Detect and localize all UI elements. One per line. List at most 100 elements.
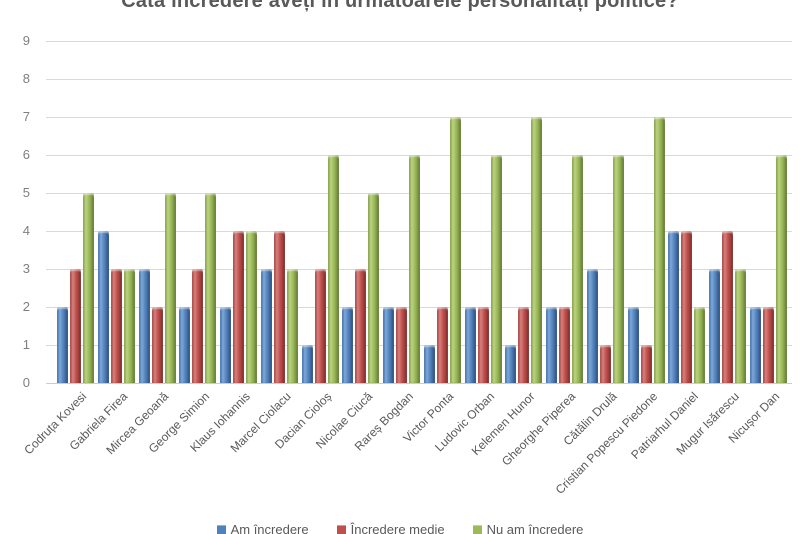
- bar-series-2: [327, 155, 339, 383]
- bar-series-2: [653, 117, 665, 383]
- legend-item: Nu am încredere: [472, 522, 584, 534]
- bar-series-2: [246, 231, 257, 383]
- bar-series-0: [383, 307, 394, 383]
- bars-layer: Codruța Kovesi Gabriela Firea Mircea Geoan…: [22, 41, 792, 497]
- y-axis-label: 5: [22, 185, 30, 200]
- chart-title: Câtă încredere aveți în următoarele pers…: [121, 0, 679, 12]
- bar-series-1: [355, 269, 367, 383]
- bar-series-0: [179, 307, 191, 383]
- bar-group: Kelemen Hunor: [469, 41, 543, 458]
- y-axis-label: 1: [22, 337, 30, 352]
- legend-marker-series-1: [336, 525, 346, 534]
- bar-group: Cătălin Drulă: [560, 41, 624, 448]
- legend-marker-series-2: [472, 525, 482, 534]
- bar-series-2: [449, 117, 461, 383]
- bar-series-2: [572, 155, 583, 383]
- bar-series-0: [97, 231, 109, 383]
- bar-series-1: [762, 307, 774, 383]
- bar-series-1: [110, 269, 122, 383]
- bar-series-2: [490, 155, 502, 383]
- bar-series-0: [668, 231, 680, 383]
- bar-group: Nicușor Dan: [726, 41, 787, 446]
- bar-series-2: [205, 193, 217, 383]
- bar-group: Gheorghe Piperea: [499, 41, 583, 469]
- bar-series-1: [436, 307, 448, 383]
- bar-series-0: [57, 307, 68, 383]
- bar-series-1: [396, 307, 407, 383]
- bar-group: Patriarhul Daniel: [628, 41, 706, 462]
- legend-marker-series-0: [216, 525, 226, 534]
- bar-group: Rareș Bogdan: [352, 41, 420, 453]
- bar-series-2: [368, 193, 380, 383]
- bar-series-1: [477, 307, 489, 383]
- legend-label: Încredere medie: [350, 522, 445, 534]
- bar-series-0: [546, 307, 557, 383]
- bar-group: Cristian Popescu Piedone: [553, 41, 665, 497]
- bar-group: Gabriela Firea: [67, 41, 135, 453]
- legend-item: Am încredere: [216, 522, 309, 534]
- bar-series-0: [138, 269, 150, 383]
- bar-group: Codruța Kovesi: [22, 41, 94, 457]
- legend-item: Încredere medie: [336, 522, 445, 534]
- bar-series-2: [694, 307, 706, 383]
- x-axis-label: Gheorghe Piperea: [499, 389, 579, 469]
- bar-series-1: [518, 307, 530, 383]
- bar-series-0: [301, 345, 313, 383]
- bar-group: Nicolae Ciucă: [313, 41, 380, 452]
- bar-series-1: [273, 231, 285, 383]
- bar-series-0: [220, 307, 231, 383]
- bar-series-0: [505, 345, 517, 383]
- y-axis-label: 2: [22, 299, 30, 314]
- legend: Am încredere Încredere medie Nu am încrede…: [0, 522, 800, 534]
- plot-area: Codruța Kovesi Gabriela Firea Mircea Geoan…: [22, 41, 792, 497]
- bar-series-1: [314, 269, 326, 383]
- gridline: [46, 117, 792, 118]
- bar-series-1: [599, 345, 611, 383]
- bar-series-2: [775, 155, 787, 383]
- gridline: [46, 79, 792, 80]
- bar-series-0: [709, 269, 720, 383]
- y-axis-label: 7: [22, 109, 30, 124]
- bar-series-1: [192, 269, 204, 383]
- bar-series-1: [151, 307, 163, 383]
- bar-series-2: [164, 193, 176, 383]
- bar-series-2: [286, 269, 298, 383]
- y-axis-label: 8: [22, 71, 30, 86]
- bar-series-1: [233, 231, 244, 383]
- bar-series-1: [681, 231, 693, 383]
- bar-series-2: [531, 117, 543, 383]
- bar-group: Ludovic Orban: [432, 41, 502, 454]
- bar-series-0: [627, 307, 639, 383]
- bar-series-0: [749, 307, 761, 383]
- y-axis-label: 9: [22, 33, 30, 48]
- bar-series-0: [423, 345, 435, 383]
- bar-group: Victor Ponta: [400, 41, 461, 445]
- bar-series-2: [735, 269, 746, 383]
- y-axis-label: 0: [22, 375, 30, 390]
- y-axis-label: 6: [22, 147, 30, 162]
- bar-series-2: [123, 269, 135, 383]
- y-axis-label: 4: [22, 223, 30, 238]
- bar-series-2: [83, 193, 94, 383]
- bar-group: Klaus Iohannis: [187, 41, 257, 455]
- bar-series-2: [612, 155, 624, 383]
- bar-series-0: [464, 307, 476, 383]
- bar-series-1: [722, 231, 733, 383]
- bar-series-1: [640, 345, 652, 383]
- bar-series-2: [409, 155, 420, 383]
- y-axis-label: 3: [22, 261, 30, 276]
- bar-group: Dacian Cioloș: [272, 41, 339, 452]
- bar-group: Mugur Isărescu: [673, 41, 746, 458]
- bar-series-1: [70, 269, 81, 383]
- bar-series-0: [342, 307, 354, 383]
- y-axis: 0 1 2 3 4 5 6 7 8 9: [0, 33, 34, 390]
- bar-group: George Simion: [145, 41, 217, 456]
- gridline: [46, 41, 792, 42]
- legend-label: Nu am încredere: [486, 522, 584, 534]
- bar-group: Mircea Geoană: [103, 41, 176, 457]
- bar-series-0: [586, 269, 598, 383]
- bar-group: Marcel Ciolacu: [227, 41, 298, 455]
- bar-series-0: [260, 269, 272, 383]
- legend-label: Am încredere: [230, 522, 309, 534]
